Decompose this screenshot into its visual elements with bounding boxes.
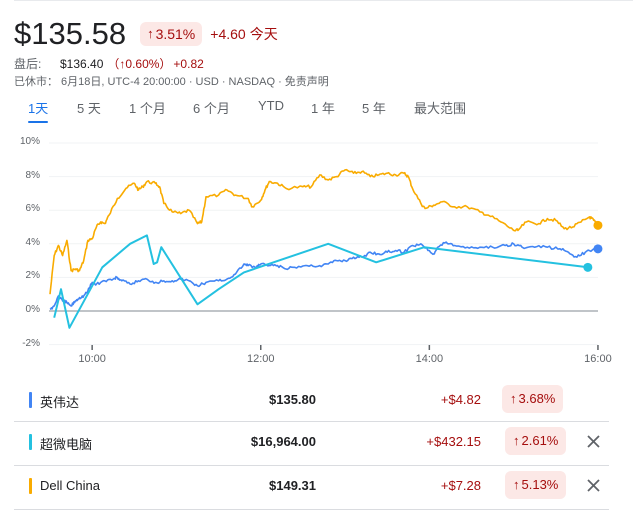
close-icon xyxy=(587,479,600,492)
tab-0[interactable]: 1天 xyxy=(28,98,49,123)
comparison-row[interactable]: 英伟达 $135.80 +$4.82 ↑ 3.68% xyxy=(14,380,609,422)
series-color-bar xyxy=(29,478,32,494)
y-tick-label: 4% xyxy=(25,236,40,248)
ticker-name: 超微电脑 xyxy=(40,437,93,452)
ticker-name: 英伟达 xyxy=(40,395,80,410)
quote-header: $135.58 ↑ 3.51% +4.60 今天 xyxy=(14,16,278,52)
series-endpoint xyxy=(593,220,603,230)
remove-comparison-button[interactable] xyxy=(584,474,604,496)
tab-5[interactable]: 1 年 xyxy=(311,101,335,116)
series-line xyxy=(53,234,588,329)
up-arrow-icon: ↑ xyxy=(513,433,520,448)
series-color-bar xyxy=(29,392,32,408)
y-tick-label: 0% xyxy=(25,304,40,315)
price-chart[interactable]: 10% 8% 6% 4% 2% 0% -2% 10:00 12:00 14:00 16:00 xyxy=(0,130,633,375)
ticker-percent-badge: ↑ 5.13% xyxy=(505,471,567,499)
change-absolute-group: +4.60 今天 xyxy=(210,24,277,44)
divider xyxy=(14,0,633,1)
after-hours-label: 盘后: xyxy=(14,57,42,71)
market-status: 已休市： 6月18日, UTC-4 20:00:00 · USD · NASDA… xyxy=(14,76,329,88)
after-hours-row: 盘后: $136.40 （↑0.60%） +0.82 xyxy=(14,55,204,72)
comparison-list: 英伟达 $135.80 +$4.82 ↑ 3.68% 超微电脑 $16,964.00 +$43… xyxy=(14,380,609,510)
tab-1[interactable]: 5 天 xyxy=(77,101,101,116)
series-line xyxy=(49,168,599,295)
ticker-percent: 5.13% xyxy=(521,477,559,492)
y-tick-label: 6% xyxy=(25,203,40,215)
series-endpoint xyxy=(593,244,603,254)
ticker-change: +$4.82 xyxy=(440,392,481,407)
up-arrow-icon: ↑ xyxy=(513,477,520,492)
after-hours-price: $136.40 xyxy=(60,56,104,71)
ticker-price: $16,964.00 xyxy=(250,434,316,449)
y-tick-label: 8% xyxy=(25,169,40,181)
y-tick-label: -2% xyxy=(22,337,40,349)
change-percent: 3.51% xyxy=(155,26,196,42)
close-icon xyxy=(587,435,600,448)
series-line xyxy=(49,241,599,310)
ticker-percent: 2.61% xyxy=(521,433,559,448)
y-tick-label: 10% xyxy=(19,136,40,147)
tab-7[interactable]: 最大范围 xyxy=(414,101,467,116)
y-tick-label: 2% xyxy=(25,270,40,282)
tab-2[interactable]: 1 个月 xyxy=(129,101,166,116)
remove-comparison-button[interactable] xyxy=(584,430,604,452)
comparison-row[interactable]: 超微电脑 $16,964.00 +$432.15 ↑ 2.61% xyxy=(14,422,609,466)
tab-6[interactable]: 5 年 xyxy=(362,101,386,116)
up-arrow-icon: ↑ xyxy=(510,391,517,406)
ticker-percent-badge: ↑ 3.68% xyxy=(502,385,564,413)
current-price: $135.58 xyxy=(14,16,127,51)
x-tick-label: 10:00 xyxy=(78,353,106,365)
ticker-change: +$7.28 xyxy=(440,478,481,493)
ticker-change: +$432.15 xyxy=(426,434,481,449)
series-color-bar xyxy=(29,434,32,450)
ticker-price: $135.80 xyxy=(269,392,316,407)
tab-3[interactable]: 6 个月 xyxy=(193,101,230,116)
comparison-row[interactable]: Dell China $149.31 +$7.28 ↑ 5.13% xyxy=(14,466,609,510)
ticker-percent: 3.68% xyxy=(518,391,556,406)
tab-4[interactable]: YTD xyxy=(258,98,284,113)
series-endpoint xyxy=(583,262,593,272)
after-hours-change: +0.82 xyxy=(173,56,204,71)
chart-canvas xyxy=(49,142,603,350)
ticker-percent-badge: ↑ 2.61% xyxy=(505,427,567,455)
x-tick-label: 14:00 xyxy=(415,353,444,365)
ticker-name: Dell China xyxy=(40,478,100,493)
change-percent-badge: ↑ 3.51% xyxy=(140,22,203,46)
after-hours-percent: （↑0.60%） xyxy=(107,57,172,71)
x-tick-label: 16:00 xyxy=(584,353,612,365)
change-absolute: +4.60 xyxy=(210,26,246,42)
x-tick-label: 12:00 xyxy=(246,353,275,365)
up-arrow-icon: ↑ xyxy=(147,26,154,41)
ticker-price: $149.31 xyxy=(269,478,316,493)
period-label: 今天 xyxy=(249,26,278,42)
